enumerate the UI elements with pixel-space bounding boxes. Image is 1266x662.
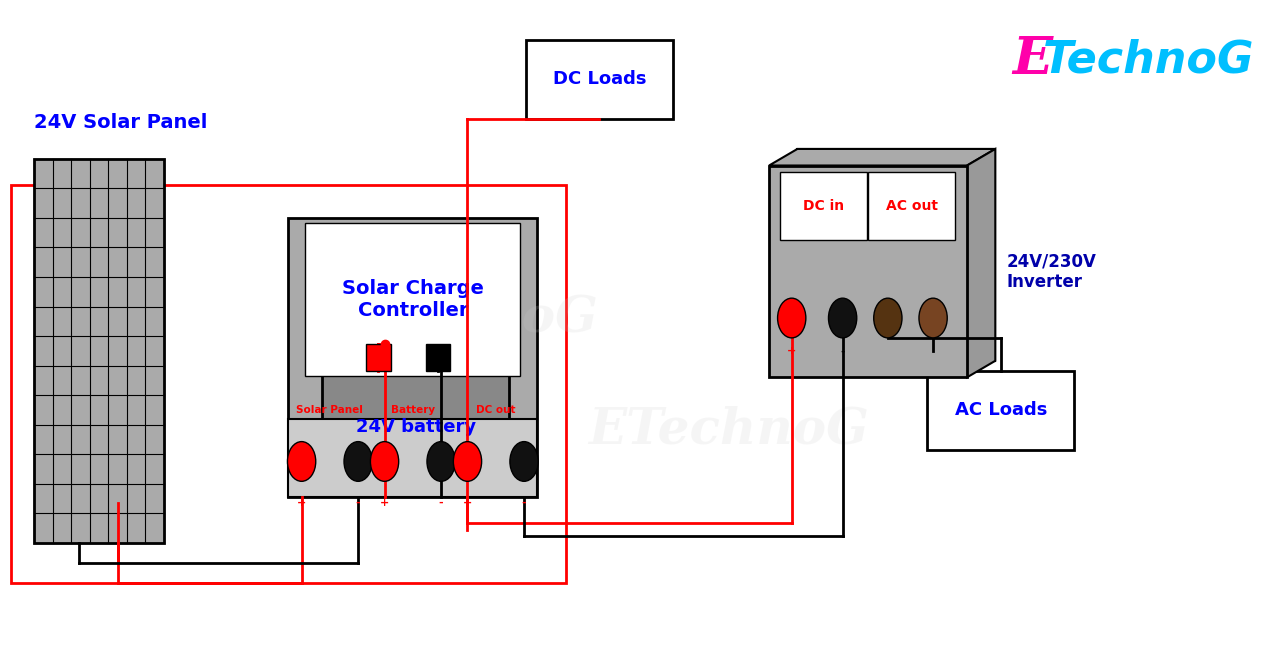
Text: -: - bbox=[841, 346, 844, 356]
Polygon shape bbox=[770, 149, 995, 166]
Bar bbox=[928, 371, 1075, 450]
Text: ETechnoG: ETechnoG bbox=[316, 293, 598, 342]
Bar bbox=[305, 224, 520, 377]
Text: DC in: DC in bbox=[804, 199, 844, 213]
Bar bbox=[34, 159, 165, 543]
Text: -: - bbox=[522, 498, 527, 508]
Bar bbox=[868, 172, 955, 240]
Text: -: - bbox=[356, 498, 361, 508]
Ellipse shape bbox=[874, 298, 901, 338]
Bar bbox=[366, 344, 391, 371]
Text: DC out: DC out bbox=[476, 405, 515, 415]
Text: AC Loads: AC Loads bbox=[955, 401, 1047, 420]
Text: -: - bbox=[439, 498, 443, 508]
Text: AC out: AC out bbox=[886, 199, 938, 213]
Bar bbox=[798, 149, 995, 361]
Bar bbox=[323, 371, 509, 483]
Text: Battery: Battery bbox=[391, 405, 436, 415]
Text: E: E bbox=[1013, 34, 1052, 85]
Text: ETechnoG: ETechnoG bbox=[589, 406, 868, 455]
Bar bbox=[289, 218, 537, 496]
Bar bbox=[289, 418, 537, 496]
Ellipse shape bbox=[777, 298, 806, 338]
Text: +: + bbox=[298, 498, 306, 508]
Ellipse shape bbox=[510, 442, 538, 481]
Bar bbox=[425, 344, 451, 371]
Text: TechnoG: TechnoG bbox=[1043, 38, 1255, 81]
Ellipse shape bbox=[828, 298, 857, 338]
Ellipse shape bbox=[344, 442, 372, 481]
Text: 24V Solar Panel: 24V Solar Panel bbox=[34, 113, 208, 132]
Text: +: + bbox=[463, 498, 472, 508]
Ellipse shape bbox=[371, 442, 399, 481]
Ellipse shape bbox=[427, 442, 456, 481]
Bar bbox=[11, 185, 566, 583]
Text: 24V battery: 24V battery bbox=[356, 418, 476, 436]
Ellipse shape bbox=[919, 298, 947, 338]
Text: Solar Charge
Controller: Solar Charge Controller bbox=[342, 279, 484, 320]
Bar bbox=[525, 40, 674, 119]
Text: 24V/230V
Inverter: 24V/230V Inverter bbox=[1006, 252, 1096, 291]
Polygon shape bbox=[967, 149, 995, 377]
Bar bbox=[780, 172, 867, 240]
Text: DC Loads: DC Loads bbox=[553, 70, 646, 89]
Text: +: + bbox=[380, 498, 389, 508]
Ellipse shape bbox=[453, 442, 481, 481]
Text: Solar Panel: Solar Panel bbox=[296, 405, 363, 415]
Bar bbox=[770, 166, 967, 377]
Ellipse shape bbox=[287, 442, 315, 481]
Text: +: + bbox=[787, 346, 796, 356]
